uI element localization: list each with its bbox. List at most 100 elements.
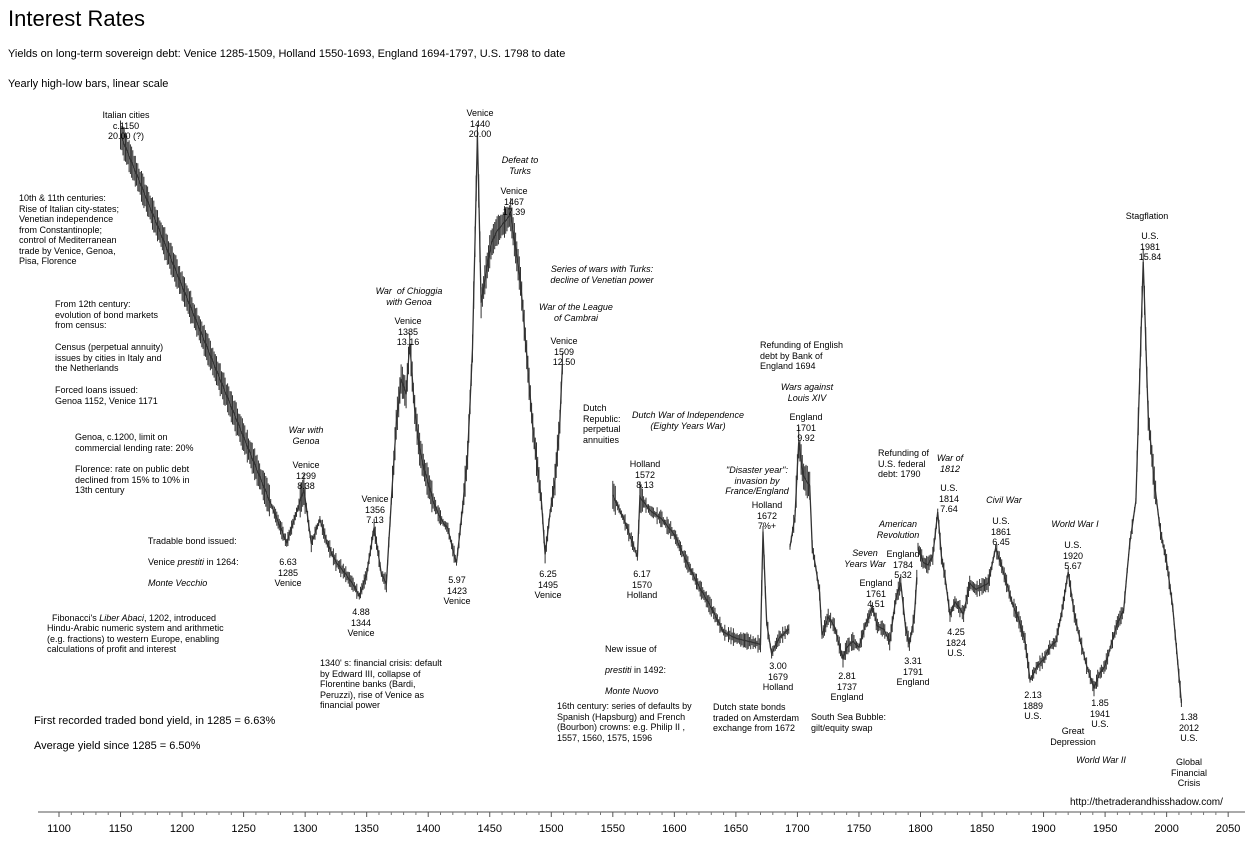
x-tick-label: 1350 [354, 823, 378, 835]
label-venice-1423: 5.97 1423 Venice [443, 575, 471, 606]
chart-subtitle-2: Yearly high-low bars, linear scale [8, 78, 169, 90]
series-high-low-bars-2 [612, 480, 790, 659]
label-venice-1495: 6.25 1495 Venice [534, 569, 562, 600]
annotation-great-depression: Great Depression [1050, 726, 1096, 747]
fibonacci-line-1c: , 1202, introduced [143, 612, 217, 623]
label-venice-1467: Venice 1467 17.39 [500, 186, 528, 217]
label-venice-1356: Venice 1356 7.13 [361, 494, 389, 525]
label-us-2012: 1.38 2012 U.S. [1178, 712, 1200, 743]
annotation-wars-against-louis: Wars against Louis XIV [780, 382, 834, 403]
label-venice-1509: Venice 1509 12.50 [550, 336, 578, 367]
annotation-global-financial-crisis: Global Financial Crisis [1170, 757, 1208, 788]
chart-subtitle: Yields on long-term sovereign debt: Veni… [8, 48, 566, 60]
x-tick-label: 1650 [724, 823, 748, 835]
x-tick-label: 1400 [416, 823, 440, 835]
tradable-line-2b: prestiti [177, 556, 205, 567]
label-us-1920: U.S. 1920 5.67 [1062, 540, 1084, 571]
annotation-world-war-2: World War II [1076, 755, 1126, 765]
label-us-1861: U.S. 1861 6.45 [990, 516, 1012, 547]
yield-series [119, 120, 1183, 707]
annotation-south-sea-bubble: South Sea Bubble: gilt/equity swap [811, 712, 887, 733]
label-us-1981: U.S. 1981 15.84 [1138, 231, 1162, 262]
fibonacci-line-1a: Fibonacci's [52, 612, 100, 623]
annotation-war-of-chioggia: War of Chioggia with Genoa [375, 286, 443, 307]
x-tick-label: 1950 [1093, 823, 1117, 835]
tradable-line-1: Tradable bond issued: [147, 535, 237, 546]
annotation-disaster-year: "Disaster year": invasion by France/Engl… [725, 465, 789, 496]
tradable-line-2a: Venice [148, 556, 178, 567]
annotation-first-recorded-yield: First recorded traded bond yield, in 128… [34, 715, 276, 727]
annotation-refunding-us-debt: Refunding of U.S. federal debt: 1790 [878, 448, 930, 479]
annotation-seven-years-war: Seven Years War [844, 548, 886, 569]
series-high-low-bars-3 [789, 426, 918, 668]
annotation-civil-war: Civil War [986, 495, 1022, 505]
annotation-italian-cities: Italian cities c.1150 20.00 (?) [102, 110, 150, 141]
label-venice-1344: 4.88 1344 Venice [347, 607, 375, 638]
new-issue-line-2b: in 1492: [631, 664, 667, 675]
label-venice-1440: Venice 1440 20.00 [466, 108, 494, 139]
annotation-stagflation: Stagflation [1125, 211, 1169, 221]
annotation-census: Census (perpetual annuity) issues by cit… [55, 342, 164, 373]
x-tick-label: 1300 [293, 823, 317, 835]
new-issue-line-3: Monte Nuovo [605, 685, 659, 696]
annotation-war-with-genoa: War with Genoa [288, 425, 324, 446]
x-tick-label: 1750 [847, 823, 871, 835]
x-tick-label: 1850 [970, 823, 994, 835]
series-high-low-bars-4 [917, 248, 1182, 707]
x-axis-ticks: 1100 1150 1200 1250 1300 1350 1400 1450 1500 1550… [47, 812, 1240, 835]
label-us-1824: 4.25 1824 U.S. [945, 627, 967, 658]
label-holland-1570: 6.17 1570 Holland [626, 569, 658, 600]
annotation-dutch-republic: Dutch Republic: perpetual annuities [583, 403, 621, 445]
series-segment-2 [612, 480, 790, 659]
annotation-average-yield: Average yield since 1285 = 6.50% [34, 740, 201, 752]
label-us-1889: 2.13 1889 U.S. [1022, 690, 1044, 721]
tradable-line-2c: in 1264: [204, 556, 239, 567]
x-tick-label: 1600 [662, 823, 686, 835]
x-tick-label: 1800 [908, 823, 932, 835]
label-us-1941: 1.85 1941 U.S. [1089, 698, 1111, 729]
x-tick-label: 2050 [1216, 823, 1240, 835]
annotation-new-issue: New issue of prestiti in 1492: Monte Nuo… [600, 633, 666, 696]
annotation-from-12th-century: From 12th century: evolution of bond mar… [55, 299, 159, 330]
annotation-16th-century: 16th century: series of defaults by Span… [557, 701, 692, 743]
label-england-1791: 3.31 1791 England [896, 656, 930, 687]
new-issue-line-1: New issue of [605, 643, 657, 654]
label-venice-1299: Venice 1299 8.38 [292, 460, 320, 491]
fibonacci-line-1b: Liber Abaci [99, 612, 144, 623]
annotation-wars-with-turks: Series of wars with Turks: decline of Ve… [550, 264, 654, 285]
x-tick-label: 1700 [785, 823, 809, 835]
x-tick-label: 1500 [539, 823, 563, 835]
annotation-forced-loans: Forced loans issued: Genoa 1152, Venice … [55, 385, 158, 406]
label-holland-1672: Holland 1672 7%+ [751, 500, 783, 531]
annotation-fibonacci: Fibonacci's Liber Abaci, 1202, introduce… [47, 602, 224, 655]
series-high-low-bars-1 [120, 120, 563, 600]
annotation-world-war-1: World War I [1051, 519, 1099, 529]
series-segment-4 [917, 248, 1183, 707]
label-england-1737: 2.81 1737 England [830, 671, 864, 702]
source-url: http://thetraderandhisshadow.com/ [1070, 797, 1223, 808]
label-england-1761: England 1761 4.51 [859, 578, 893, 609]
annotation-1340s-crisis: 1340' s: financial crisis: default by Ed… [320, 658, 442, 710]
annotation-florence: Florence: rate on public debt declined f… [75, 464, 190, 495]
annotation-dutch-state-bonds: Dutch state bonds traded on Amsterdam ex… [713, 702, 800, 733]
annotation-refunding-english-debt: Refunding of English debt by Bank of Eng… [760, 340, 844, 371]
label-us-1814: U.S. 1814 7.64 [938, 483, 960, 514]
annotation-american-revolution: American Revolution [876, 519, 920, 540]
x-tick-label: 1150 [109, 823, 133, 835]
chart-title: Interest Rates [8, 6, 145, 31]
fibonacci-rest: Hindu-Arabic numeric system and arithmet… [47, 623, 224, 654]
x-tick-label: 1200 [170, 823, 194, 835]
series-segment-3 [789, 426, 918, 668]
annotation-league-of-cambrai: War of the League of Cambrai [539, 302, 613, 323]
x-tick-label: 1900 [1031, 823, 1055, 835]
x-tick-label: 2000 [1154, 823, 1178, 835]
tradable-line-3: Monte Vecchio [148, 577, 208, 588]
annotation-war-of-1812: War of 1812 [936, 453, 964, 474]
label-england-1784: England 1784 5.32 [886, 549, 920, 580]
series-segment-1 [119, 120, 564, 600]
label-holland-1679: 3.00 1679 Holland [762, 661, 794, 692]
annotation-dutch-war: Dutch War of Independence (Eighty Years … [632, 410, 744, 431]
label-venice-1385: Venice 1385 13.16 [394, 316, 422, 347]
annotation-10th-11th-centuries: 10th & 11th centuries: Rise of Italian c… [19, 193, 120, 266]
